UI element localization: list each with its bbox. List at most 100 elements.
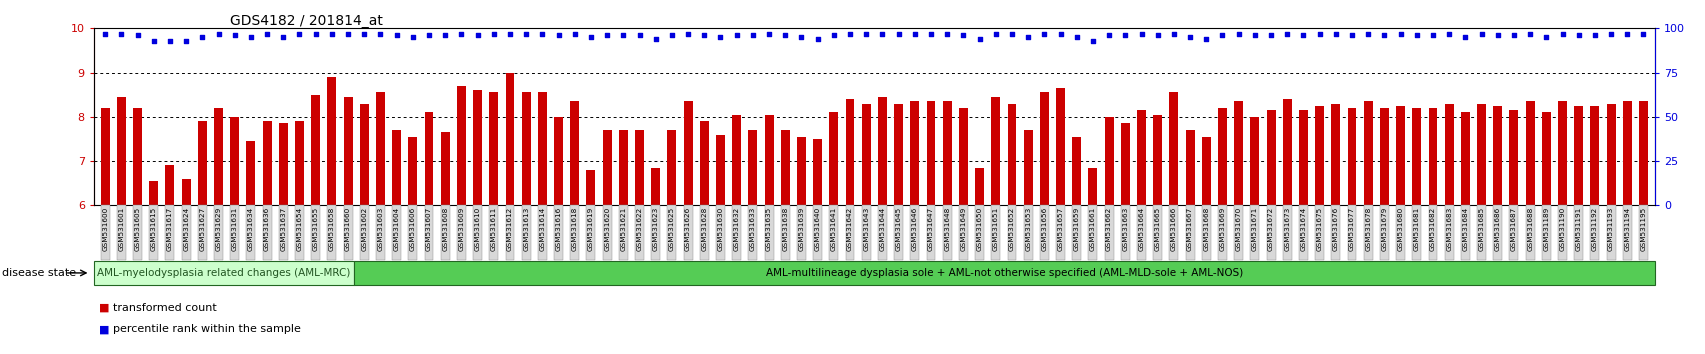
Text: transformed count: transformed count <box>113 303 217 313</box>
Bar <box>1168 92 1178 205</box>
Bar <box>457 86 465 205</box>
Point <box>447 31 474 36</box>
Text: GSM531631: GSM531631 <box>232 207 237 251</box>
Bar <box>230 117 239 205</box>
Text: GSM531644: GSM531644 <box>878 207 885 251</box>
Text: AML-myelodysplasia related changes (AML-MRC): AML-myelodysplasia related changes (AML-… <box>97 268 351 278</box>
Point <box>367 31 394 36</box>
Bar <box>1153 115 1161 205</box>
Point <box>738 33 766 38</box>
Point <box>1176 34 1204 40</box>
Text: GSM531602: GSM531602 <box>361 207 367 251</box>
Bar <box>1233 205 1243 260</box>
Text: GSM531648: GSM531648 <box>943 207 950 251</box>
Bar <box>684 101 692 205</box>
Bar <box>392 130 401 205</box>
Point <box>222 33 249 38</box>
Text: GSM531638: GSM531638 <box>783 207 788 251</box>
Point <box>172 38 199 44</box>
Bar <box>1606 205 1615 260</box>
Bar <box>246 141 256 205</box>
Point <box>1516 31 1543 36</box>
Bar <box>295 121 303 205</box>
Text: GSM531628: GSM531628 <box>701 207 708 251</box>
Bar <box>634 205 643 260</box>
Bar <box>94 261 355 285</box>
Bar <box>1023 205 1032 260</box>
Bar <box>813 205 822 260</box>
Bar <box>1459 113 1470 205</box>
Text: GSM531685: GSM531685 <box>1478 207 1483 251</box>
Bar <box>1088 205 1096 260</box>
Bar <box>1330 205 1340 260</box>
Bar <box>407 137 418 205</box>
Text: GSM531684: GSM531684 <box>1461 207 1468 251</box>
Bar <box>1298 205 1308 260</box>
Point <box>917 31 945 36</box>
Bar <box>1347 205 1355 260</box>
Bar <box>198 121 206 205</box>
Bar <box>1008 205 1016 260</box>
Text: GSM531659: GSM531659 <box>1072 207 1079 251</box>
Text: GSM531606: GSM531606 <box>409 207 416 251</box>
Bar <box>472 205 483 260</box>
Text: GSM531611: GSM531611 <box>491 207 496 251</box>
Bar <box>667 205 675 260</box>
Point <box>1192 36 1219 42</box>
Point <box>982 31 1009 36</box>
Bar <box>1477 205 1485 260</box>
Point <box>107 31 135 36</box>
Point <box>464 33 491 38</box>
Text: GSM531608: GSM531608 <box>442 207 448 251</box>
Text: GSM531679: GSM531679 <box>1381 207 1386 251</box>
Point <box>92 31 119 36</box>
Point <box>529 31 556 36</box>
Point <box>835 31 863 36</box>
Text: GSM531614: GSM531614 <box>539 207 546 251</box>
Text: GSM531621: GSM531621 <box>621 207 626 251</box>
Point <box>1628 31 1656 36</box>
Text: GSM531626: GSM531626 <box>685 207 691 251</box>
Bar <box>213 108 223 205</box>
Point <box>1434 31 1461 36</box>
Bar <box>1282 99 1291 205</box>
Text: GSM531676: GSM531676 <box>1332 207 1338 251</box>
Bar <box>425 205 433 260</box>
Bar <box>246 205 256 260</box>
Bar <box>1105 205 1113 260</box>
Point <box>1257 33 1284 38</box>
Bar <box>1250 117 1258 205</box>
Bar <box>1088 168 1096 205</box>
Point <box>205 31 232 36</box>
Point <box>933 31 960 36</box>
Point <box>1289 33 1316 38</box>
Point <box>1112 33 1139 38</box>
Bar <box>213 205 223 260</box>
Bar <box>602 130 610 205</box>
Bar <box>587 205 595 260</box>
Text: GSM531195: GSM531195 <box>1640 207 1645 251</box>
Bar <box>1509 110 1517 205</box>
Point <box>1127 31 1154 36</box>
Point <box>1451 34 1478 40</box>
Bar <box>1412 108 1420 205</box>
Point <box>576 34 604 40</box>
Point <box>1079 38 1107 44</box>
Bar <box>522 92 530 205</box>
Point <box>788 34 815 40</box>
Bar <box>327 205 336 260</box>
Bar <box>1217 205 1226 260</box>
Bar <box>133 108 142 205</box>
Bar <box>1524 205 1534 260</box>
Bar <box>651 168 660 205</box>
Text: ■: ■ <box>99 303 109 313</box>
Text: GSM531688: GSM531688 <box>1526 207 1533 251</box>
Bar <box>846 99 854 205</box>
Bar <box>1315 106 1323 205</box>
Bar <box>472 90 483 205</box>
Point <box>1596 31 1623 36</box>
Text: GSM531650: GSM531650 <box>975 207 982 251</box>
Text: percentile rank within the sample: percentile rank within the sample <box>113 324 300 334</box>
Point <box>237 34 264 40</box>
Text: AML-multilineage dysplasia sole + AML-not otherwise specified (AML-MLD-sole + AM: AML-multilineage dysplasia sole + AML-no… <box>766 268 1243 278</box>
